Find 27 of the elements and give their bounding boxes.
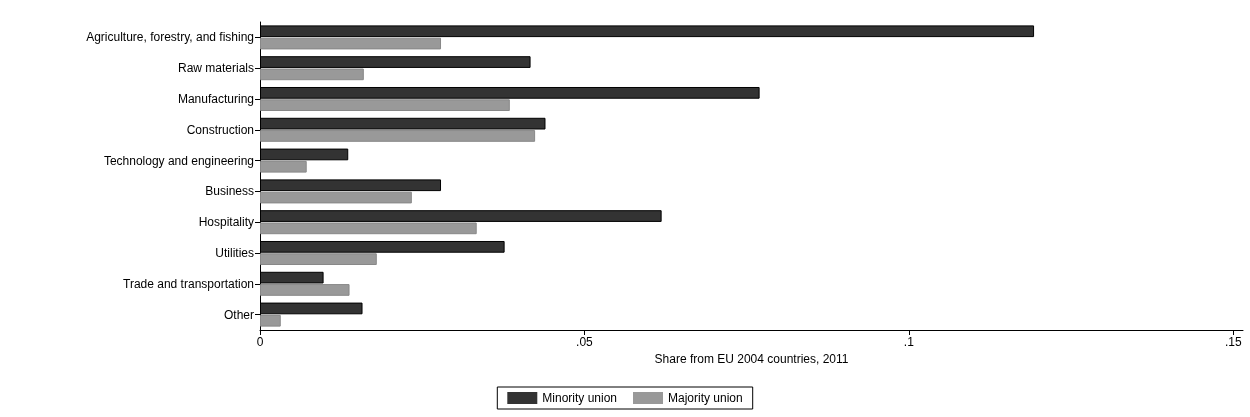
y-tick-label: Agriculture, forestry, and fishing <box>86 30 254 45</box>
bar <box>260 284 350 296</box>
x-axis-title: Share from EU 2004 countries, 2011 <box>654 351 849 366</box>
x-tick-label: 0 <box>256 335 264 349</box>
x-tick-label: .15 <box>1224 335 1242 349</box>
legend-label: Majority union <box>668 391 743 405</box>
bar <box>260 191 412 204</box>
bar <box>260 314 281 327</box>
bar <box>260 37 442 50</box>
y-tick-label: Trade and transportation <box>123 276 254 291</box>
bar <box>260 160 307 173</box>
bar <box>260 130 536 142</box>
bar <box>260 99 510 112</box>
x-tick-label: .05 <box>576 335 594 349</box>
y-tick-label: Technology and engineering <box>103 153 254 168</box>
bar <box>260 253 377 266</box>
y-tick-label: Construction <box>186 122 254 137</box>
y-tick-label: Hospitality <box>198 215 254 230</box>
y-tick-label: Utilities <box>215 246 254 260</box>
legend-label: Minority union <box>542 391 617 405</box>
y-tick-label: Business <box>205 184 254 199</box>
x-tick-label: .1 <box>903 335 915 349</box>
y-tick-label: Manufacturing <box>177 92 254 106</box>
y-tick-label: Raw materials <box>177 61 254 76</box>
bar <box>260 68 364 81</box>
y-tick-label: Other <box>223 307 254 322</box>
bar <box>260 222 477 235</box>
